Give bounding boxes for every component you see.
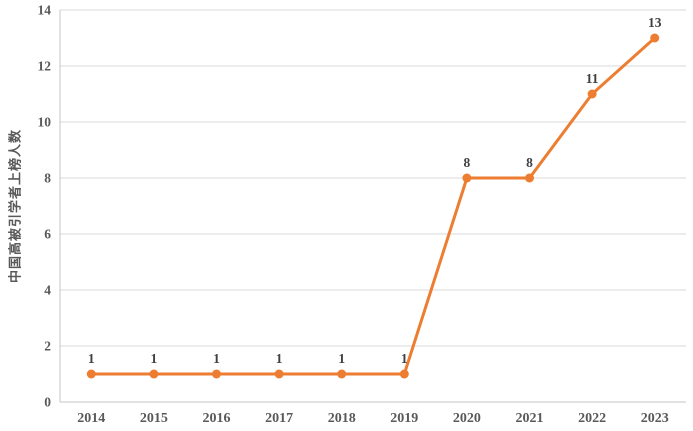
data-label: 1 xyxy=(276,351,283,366)
data-point-marker xyxy=(274,369,284,379)
x-tick-label: 2023 xyxy=(641,411,669,426)
y-tick-label: 12 xyxy=(38,59,52,74)
x-tick-label: 2021 xyxy=(516,411,544,426)
x-tick-label: 2019 xyxy=(390,411,418,426)
y-tick-label: 10 xyxy=(38,115,52,130)
data-point-marker xyxy=(149,369,159,379)
data-point-marker xyxy=(462,173,472,183)
y-tick-label: 14 xyxy=(38,3,52,18)
data-point-marker xyxy=(399,369,409,379)
data-label: 8 xyxy=(464,155,471,170)
data-label: 11 xyxy=(586,71,599,86)
x-tick-label: 2022 xyxy=(578,411,606,426)
y-tick-label: 2 xyxy=(44,339,51,354)
data-point-marker xyxy=(337,369,347,379)
data-label: 13 xyxy=(648,15,662,30)
x-tick-label: 2015 xyxy=(140,411,168,426)
data-point-marker xyxy=(525,173,534,183)
data-label: 8 xyxy=(526,155,533,170)
x-tick-label: 2020 xyxy=(453,411,481,426)
data-point-marker xyxy=(212,369,221,379)
data-label: 1 xyxy=(338,351,345,366)
data-point-marker xyxy=(650,33,660,43)
y-axis-title: 中国高被引学者上榜人数 xyxy=(7,128,23,284)
x-tick-label: 2018 xyxy=(328,411,356,426)
series-line xyxy=(89,36,657,376)
data-label: 1 xyxy=(401,351,408,366)
x-tick-label: 2017 xyxy=(265,411,293,426)
y-tick-label: 0 xyxy=(44,395,51,410)
data-label: 1 xyxy=(151,351,158,366)
y-tick-label: 4 xyxy=(44,283,51,298)
x-tick-label: 2016 xyxy=(203,411,231,426)
x-tick-label: 2014 xyxy=(77,411,105,426)
data-label: 1 xyxy=(213,351,220,366)
data-point-marker xyxy=(587,89,597,99)
y-tick-label: 6 xyxy=(44,227,51,242)
y-tick-label: 8 xyxy=(44,171,51,186)
data-point-marker xyxy=(86,369,96,379)
data-label: 1 xyxy=(88,351,95,366)
